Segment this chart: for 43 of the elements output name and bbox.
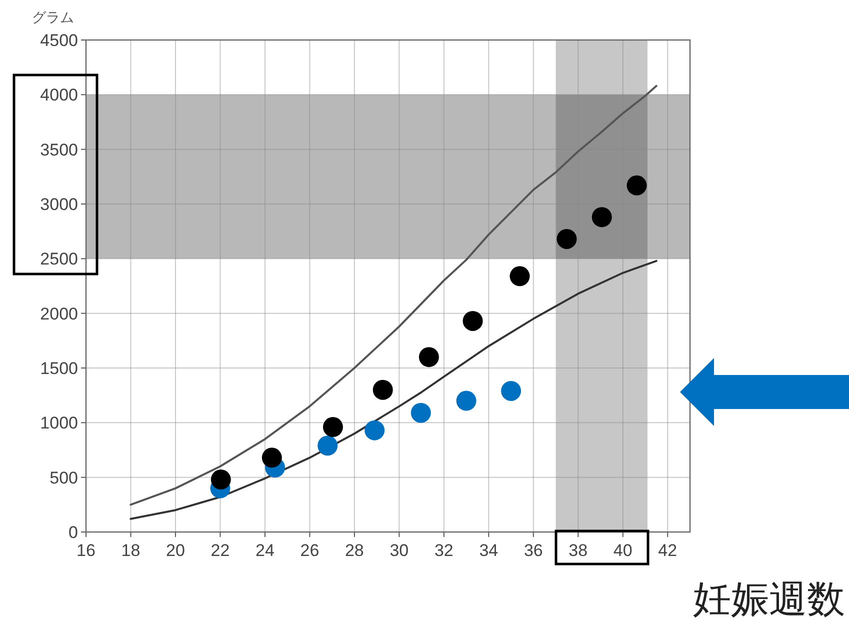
y-tick-label: 2000 (40, 304, 78, 324)
line-series (130, 84, 658, 506)
point (372, 380, 393, 400)
x-axis-title: 妊娠週数 (693, 579, 845, 621)
x-tick-label: 22 (210, 541, 230, 560)
point (456, 390, 476, 411)
y-tick-label: 0 (68, 523, 78, 542)
point (410, 402, 431, 423)
x-tick-label: 36 (524, 541, 543, 560)
point (210, 470, 231, 490)
point (626, 175, 647, 196)
y-tick-label: 2500 (40, 250, 78, 269)
x-tick-label: 16 (76, 541, 96, 560)
y-tick-label: 3500 (40, 140, 78, 160)
point (462, 310, 483, 331)
point (262, 448, 282, 468)
point (318, 436, 338, 456)
y-tick-label: 1500 (40, 359, 78, 378)
x-tick-label: 28 (344, 541, 364, 560)
x-tick-label: 30 (390, 541, 409, 560)
y-tick-label: 4000 (40, 86, 78, 105)
x-tick-label: 40 (613, 541, 632, 560)
x-tick-label: 24 (256, 541, 274, 560)
line-series (130, 260, 658, 520)
x-tick-label: 42 (658, 541, 678, 560)
x-tick-label: 32 (434, 541, 454, 560)
y-tick-label: 3000 (40, 195, 78, 214)
y-tick-label: 4500 (40, 31, 78, 50)
point (510, 266, 530, 286)
x-tick-label: 20 (166, 541, 185, 560)
x-tick-label: 38 (568, 541, 588, 560)
y-tick-label: 1000 (40, 414, 78, 433)
x-tick-label: 34 (479, 541, 498, 560)
point (364, 420, 385, 440)
x-tick-label: 26 (300, 541, 320, 560)
y-tick-label: 500 (50, 468, 78, 488)
point (556, 228, 577, 249)
point (501, 380, 522, 401)
point (418, 347, 439, 368)
point (322, 417, 343, 438)
point (592, 207, 612, 228)
x-tick-label: 18 (121, 541, 140, 560)
y-axis-title: グラム (32, 9, 74, 25)
